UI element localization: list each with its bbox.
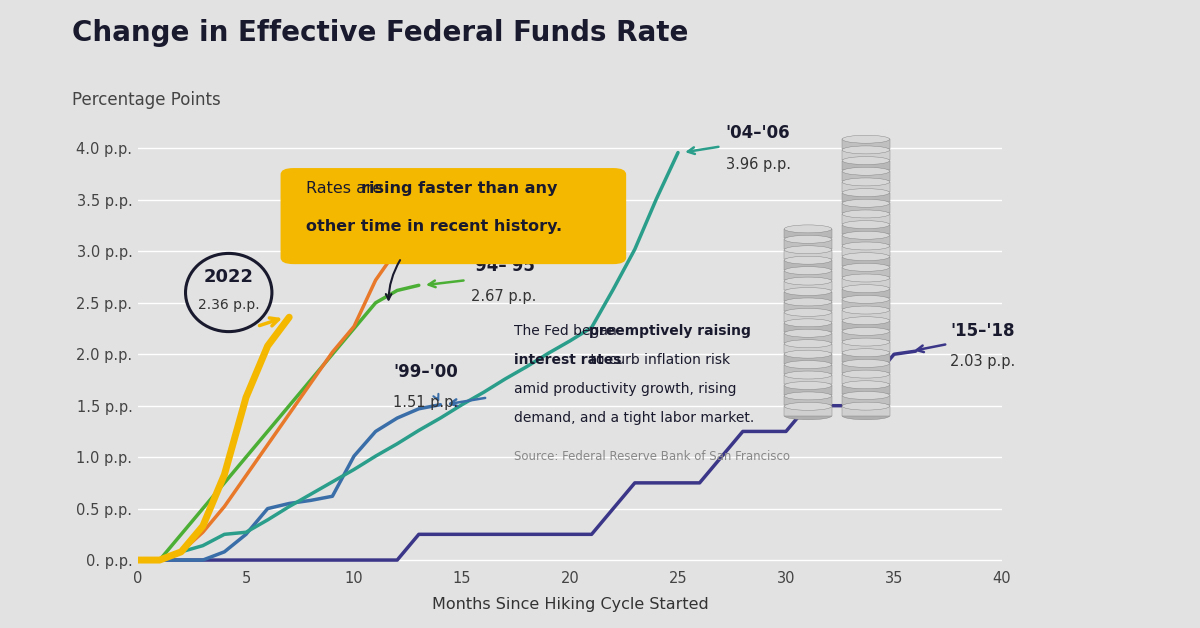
Text: '99–'00: '99–'00 xyxy=(392,363,457,381)
Text: '88–'89: '88–'89 xyxy=(499,197,563,215)
Text: other time in recent history.: other time in recent history. xyxy=(306,219,563,234)
Text: Source: Federal Reserve Bank of San Francisco: Source: Federal Reserve Bank of San Fran… xyxy=(514,450,790,463)
Text: 3.96 p.p.: 3.96 p.p. xyxy=(726,156,791,171)
Text: rising faster than any: rising faster than any xyxy=(361,181,557,196)
Text: interest rates: interest rates xyxy=(514,353,622,367)
Text: 2.67 p.p.: 2.67 p.p. xyxy=(470,290,536,305)
Ellipse shape xyxy=(186,254,272,332)
Text: 2022: 2022 xyxy=(204,268,253,286)
Text: to curb inflation risk: to curb inflation risk xyxy=(587,353,731,367)
Text: demand, and a tight labor market.: demand, and a tight labor market. xyxy=(514,411,754,425)
Text: 2.03 p.p.: 2.03 p.p. xyxy=(950,354,1015,369)
Text: '15–'18: '15–'18 xyxy=(950,322,1015,340)
Text: '04–'06: '04–'06 xyxy=(726,124,790,143)
X-axis label: Months Since Hiking Cycle Started: Months Since Hiking Cycle Started xyxy=(432,597,708,612)
Text: '94–'95: '94–'95 xyxy=(470,257,535,275)
Text: 2.36 p.p.: 2.36 p.p. xyxy=(198,298,259,312)
Text: Percentage Points: Percentage Points xyxy=(72,91,221,109)
FancyBboxPatch shape xyxy=(281,168,626,264)
Text: Rates are: Rates are xyxy=(306,181,388,196)
Text: amid productivity growth, rising: amid productivity growth, rising xyxy=(514,382,737,396)
Text: 3.23 p.p.: 3.23 p.p. xyxy=(499,230,564,245)
Text: preemptively raising: preemptively raising xyxy=(589,324,751,338)
Text: The Fed began: The Fed began xyxy=(514,324,620,338)
Text: 1.51 p.p.: 1.51 p.p. xyxy=(392,396,458,411)
Text: Change in Effective Federal Funds Rate: Change in Effective Federal Funds Rate xyxy=(72,19,689,47)
